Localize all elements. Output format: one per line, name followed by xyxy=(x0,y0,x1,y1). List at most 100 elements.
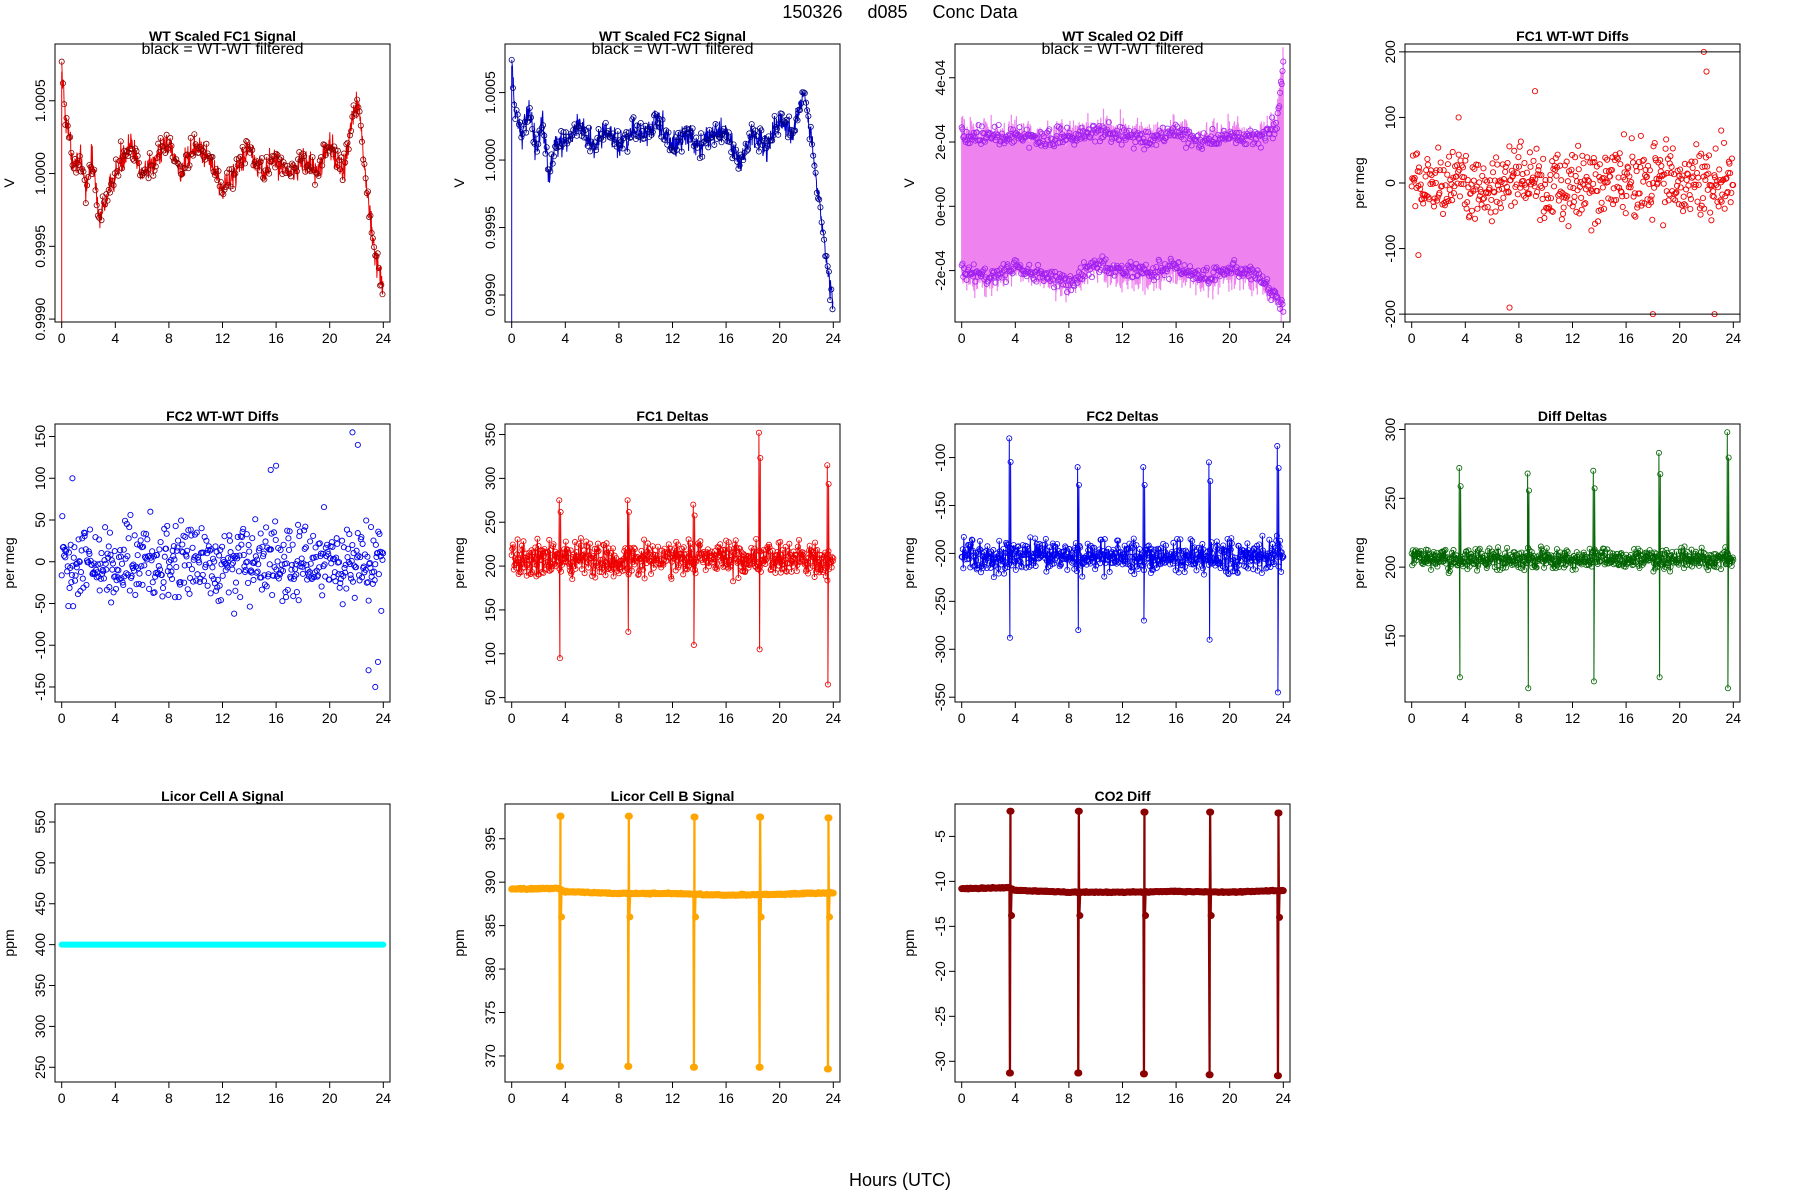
data-point-upper xyxy=(1273,125,1280,132)
data-point xyxy=(250,162,257,169)
data-point xyxy=(1198,562,1205,569)
data-point xyxy=(564,547,571,554)
data-point xyxy=(191,131,198,138)
data-point xyxy=(149,162,156,169)
data-point xyxy=(1185,557,1192,564)
data-point xyxy=(237,594,244,601)
data-point xyxy=(167,134,174,141)
data-point xyxy=(1667,170,1675,177)
data-point xyxy=(1639,555,1646,562)
data-point xyxy=(1107,560,1114,567)
data-point xyxy=(593,546,600,553)
data-point xyxy=(226,532,233,539)
x-tick-label: 16 xyxy=(1168,330,1184,346)
data-point xyxy=(1667,563,1674,570)
data-point xyxy=(1186,551,1193,558)
data-point xyxy=(1430,548,1437,555)
data-point xyxy=(1681,201,1688,208)
data-point xyxy=(1200,571,1207,578)
data-point xyxy=(1456,674,1463,681)
data-point xyxy=(320,563,327,570)
data-point xyxy=(140,543,147,550)
data-point xyxy=(260,174,267,181)
data-point xyxy=(355,104,362,111)
data-point xyxy=(828,564,835,571)
data-point xyxy=(1023,551,1030,558)
y-tick-label: 100 xyxy=(482,642,498,666)
data-point xyxy=(140,530,147,537)
y-tick-label: -100 xyxy=(1382,234,1398,262)
data-point xyxy=(1222,554,1229,561)
data-point xyxy=(267,546,274,553)
data-point-upper xyxy=(1172,121,1179,128)
data-point xyxy=(1431,556,1438,563)
data-point-lower xyxy=(1198,273,1205,280)
data-point xyxy=(521,118,528,125)
data-point xyxy=(187,575,194,582)
data-point xyxy=(822,573,829,580)
data-point-lower xyxy=(1270,287,1277,294)
data-point xyxy=(993,558,1000,565)
data-point-upper xyxy=(1241,141,1248,148)
data-point xyxy=(346,531,353,538)
data-point xyxy=(279,567,287,574)
data-point xyxy=(1493,566,1500,573)
data-point xyxy=(735,165,742,172)
data-point xyxy=(213,587,220,594)
data-point xyxy=(816,196,823,203)
data-point xyxy=(209,564,216,571)
data-point xyxy=(755,148,762,155)
data-point xyxy=(607,566,614,573)
data-point xyxy=(1479,196,1486,203)
data-point-lower xyxy=(1015,263,1022,270)
data-point xyxy=(1487,209,1494,216)
data-point xyxy=(613,143,620,150)
data-point xyxy=(1032,535,1039,542)
data-point xyxy=(676,135,683,142)
data-point xyxy=(151,589,158,596)
data-point xyxy=(160,579,167,586)
data-point xyxy=(1727,170,1734,177)
data-point xyxy=(1096,546,1103,553)
data-point-lower xyxy=(1013,257,1020,264)
x-tick-label: 12 xyxy=(665,710,681,726)
data-point xyxy=(1039,541,1046,548)
data-point xyxy=(812,539,819,546)
data-point xyxy=(235,544,242,551)
data-point xyxy=(1581,201,1588,208)
data-point xyxy=(67,134,74,141)
data-point xyxy=(1121,542,1128,549)
data-point xyxy=(1728,155,1735,162)
data-point xyxy=(577,558,584,565)
data-point xyxy=(266,561,273,568)
data-point xyxy=(281,553,288,560)
data-point xyxy=(549,160,556,167)
data-point-lower xyxy=(1122,268,1129,275)
data-point xyxy=(153,551,161,559)
y-tick-label: -300 xyxy=(932,635,948,663)
data-point xyxy=(1673,548,1680,555)
data-point-upper xyxy=(1009,139,1016,146)
data-point xyxy=(1091,544,1098,551)
data-point xyxy=(1417,547,1424,554)
data-point xyxy=(730,549,737,556)
data-point xyxy=(677,138,684,145)
data-point xyxy=(1584,154,1591,161)
data-point-upper xyxy=(1085,126,1092,133)
data-point xyxy=(1002,549,1009,556)
data-point xyxy=(1444,171,1451,178)
data-point xyxy=(339,177,346,184)
data-point xyxy=(1682,202,1689,209)
data-point xyxy=(1575,166,1582,173)
data-point xyxy=(1014,550,1021,557)
data-point xyxy=(174,544,181,551)
data-point xyxy=(1572,154,1579,161)
data-point xyxy=(576,124,583,131)
data-point xyxy=(1062,544,1069,551)
data-point xyxy=(1481,195,1488,202)
data-point xyxy=(1629,153,1636,160)
data-point xyxy=(687,555,694,562)
data-point xyxy=(742,140,749,147)
